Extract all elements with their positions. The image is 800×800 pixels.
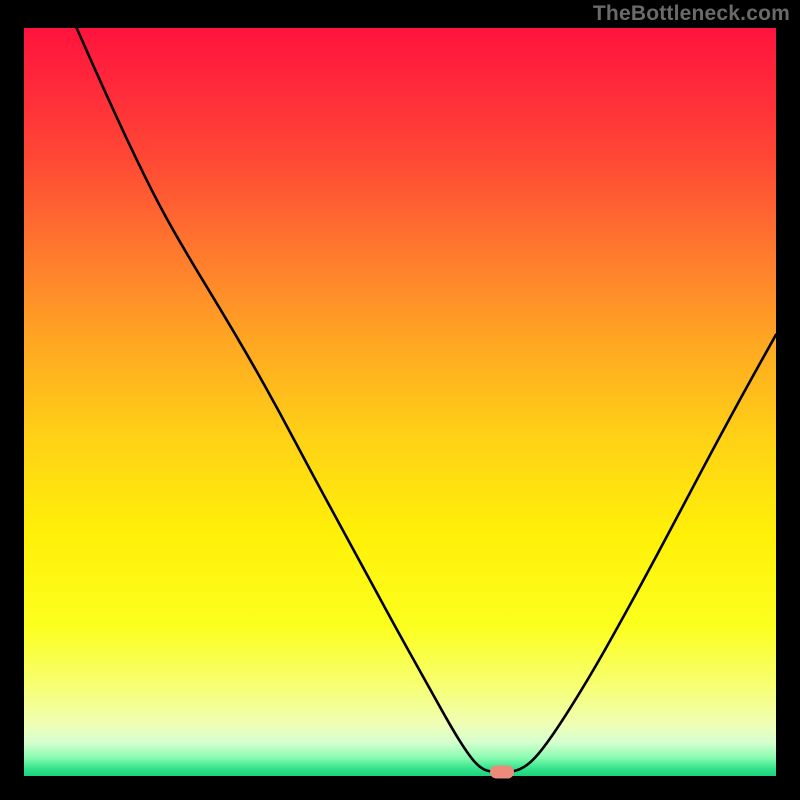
curve-path — [77, 28, 776, 772]
optimal-marker — [490, 765, 514, 778]
bottleneck-curve — [24, 28, 776, 776]
chart-frame: TheBottleneck.com — [0, 0, 800, 800]
plot-area — [24, 28, 776, 776]
watermark-text: TheBottleneck.com — [593, 2, 790, 26]
